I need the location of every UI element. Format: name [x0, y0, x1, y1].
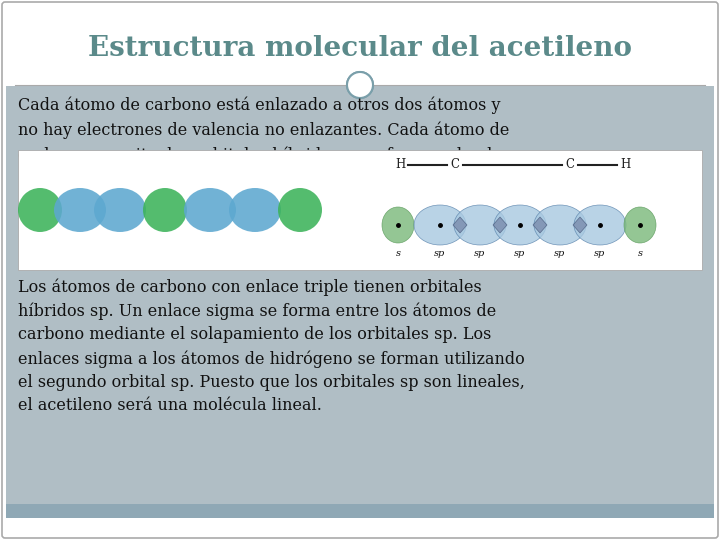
Ellipse shape — [414, 205, 466, 245]
FancyBboxPatch shape — [6, 7, 714, 85]
FancyBboxPatch shape — [6, 86, 714, 518]
Ellipse shape — [494, 205, 546, 245]
Text: sp: sp — [595, 248, 606, 258]
Ellipse shape — [534, 205, 586, 245]
Ellipse shape — [382, 207, 414, 243]
Ellipse shape — [54, 188, 106, 232]
Text: C: C — [565, 159, 575, 172]
Ellipse shape — [574, 205, 626, 245]
Text: sp: sp — [434, 248, 446, 258]
Polygon shape — [573, 217, 587, 233]
Ellipse shape — [184, 188, 236, 232]
Text: H: H — [620, 159, 630, 172]
Ellipse shape — [278, 188, 322, 232]
Text: s: s — [395, 248, 400, 258]
Circle shape — [347, 72, 373, 98]
Ellipse shape — [143, 188, 187, 232]
Ellipse shape — [229, 188, 281, 232]
Text: Los átomos de carbono con enlace triple tienen orbitales
híbridos sp. Un enlace : Los átomos de carbono con enlace triple … — [18, 278, 525, 415]
Text: sp: sp — [474, 248, 485, 258]
Text: sp: sp — [554, 248, 566, 258]
Text: H: H — [395, 159, 405, 172]
Text: C: C — [451, 159, 459, 172]
Text: sp: sp — [514, 248, 526, 258]
Text: Cada átomo de carbono está enlazado a otros dos átomos y
no hay electrones de va: Cada átomo de carbono está enlazado a ot… — [18, 97, 521, 188]
FancyBboxPatch shape — [6, 504, 714, 518]
FancyBboxPatch shape — [18, 150, 702, 270]
Text: s: s — [637, 248, 642, 258]
Ellipse shape — [624, 207, 656, 243]
Ellipse shape — [454, 205, 506, 245]
Polygon shape — [533, 217, 547, 233]
Polygon shape — [453, 217, 467, 233]
Circle shape — [347, 72, 373, 98]
Text: Estructura molecular del acetileno: Estructura molecular del acetileno — [88, 35, 632, 62]
Ellipse shape — [94, 188, 146, 232]
Ellipse shape — [18, 188, 62, 232]
Polygon shape — [493, 217, 507, 233]
